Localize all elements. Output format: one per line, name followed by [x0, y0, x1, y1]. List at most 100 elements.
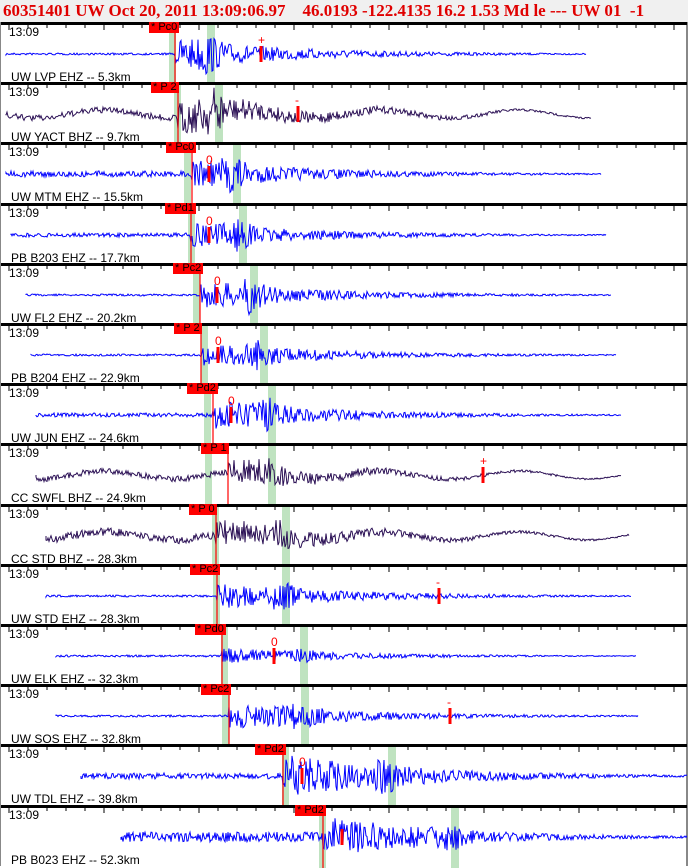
trace-time-label: 13:09 — [9, 687, 40, 702]
phase-window — [204, 386, 211, 447]
waveform-plot[interactable] — [1, 443, 687, 507]
marker-glyph: 0 — [206, 153, 213, 168]
pick-flag[interactable]: * P 0 — [189, 502, 217, 515]
pick-flag[interactable]: * Pc0 — [166, 141, 197, 154]
trace-row[interactable]: 13:09 UW FL2 EHZ -- 20.2km * Pc2 0 — [1, 261, 687, 326]
waveform-plot[interactable] — [1, 805, 687, 868]
pick-flag[interactable]: * P 1 — [201, 442, 229, 455]
station-label: CC SWFL BHZ -- 24.9km — [11, 491, 146, 506]
event-header: 60351401 UW Oct 20, 2011 13:09:06.97 46.… — [0, 0, 688, 22]
trace-time-label: 13:09 — [9, 145, 40, 160]
pick-flag[interactable]: * Pd2 — [255, 743, 286, 756]
pick-flag[interactable]: * Pc0 — [149, 21, 180, 33]
trace-row[interactable]: 13:09 CC SWFL BHZ -- 24.9km * P 1 + — [1, 442, 687, 507]
pick-flag[interactable]: * Pd2 — [295, 803, 326, 816]
trace-row[interactable]: 13:09 PB B204 EHZ -- 22.9km * P 2 0 — [1, 322, 687, 386]
trace-row[interactable]: 13:09 CC STD BHZ -- 28.3km * P 0 — [1, 502, 687, 567]
pick-flag[interactable]: * P 2 — [174, 322, 202, 334]
phase-window — [388, 747, 396, 808]
station-label: UW FL2 EHZ -- 20.2km — [11, 310, 137, 325]
trace-time-label: 13:09 — [9, 326, 40, 340]
trace-time-label: 13:09 — [9, 446, 40, 461]
phase-window — [169, 25, 176, 85]
trace-time-label: 13:09 — [9, 386, 40, 401]
seismic-trace — [45, 581, 631, 610]
waveform-plot[interactable] — [1, 684, 687, 748]
amplitude-marker — [259, 46, 263, 62]
marker-glyph: 0 — [228, 394, 235, 409]
station-label: PB B203 EHZ -- 17.7km — [11, 250, 140, 265]
seismic-trace — [5, 37, 587, 76]
trace-time-label: 13:09 — [9, 85, 40, 100]
seismic-trace — [35, 458, 622, 487]
phase-window — [184, 145, 191, 206]
phase-window — [233, 145, 241, 206]
waveform-plot[interactable] — [1, 383, 687, 447]
amplitude-marker — [437, 587, 441, 604]
marker-glyph: - — [436, 574, 440, 589]
waveform-plot[interactable] — [1, 22, 687, 85]
waveform-plot[interactable] — [1, 744, 687, 808]
seismic-trace — [55, 647, 637, 664]
phase-window — [201, 326, 208, 386]
seismic-trace — [10, 218, 607, 252]
phase-window — [282, 506, 290, 567]
trace-time-label: 13:09 — [9, 25, 40, 39]
pick-flag[interactable]: * Pd0 — [195, 623, 226, 635]
amplitude-marker — [207, 226, 211, 243]
pick-flag[interactable]: * Pc2 — [190, 562, 221, 575]
marker-glyph: 0 — [214, 273, 221, 288]
trace-row[interactable]: 13:09 PB B023 EHZ -- 52.3km * Pd2 — [1, 803, 687, 868]
seismic-trace — [35, 397, 622, 433]
waveform-plot[interactable] — [1, 82, 687, 146]
trace-row[interactable]: 13:09 PB B203 EHZ -- 17.7km * Pd1 0 — [1, 201, 687, 266]
seismic-trace — [120, 817, 687, 852]
waveform-plot[interactable] — [1, 203, 687, 266]
station-label: UW SOS EHZ -- 32.8km — [11, 732, 142, 747]
marker-glyph: 0 — [271, 635, 278, 649]
pick-flag[interactable]: * Pc2 — [201, 683, 232, 696]
marker-glyph: + — [258, 33, 266, 47]
amplitude-marker — [296, 106, 300, 123]
station-label: UW ELK EHZ -- 32.3km — [11, 672, 139, 686]
amplitude-marker — [207, 166, 211, 183]
pick-flag[interactable]: * Pd2 — [187, 382, 218, 395]
waveform-plot[interactable] — [1, 564, 687, 627]
station-label: UW JUN EHZ -- 24.6km — [11, 431, 140, 446]
pick-flag[interactable]: * Pd1 — [165, 201, 196, 214]
station-label: UW MTM EHZ -- 15.5km — [11, 190, 143, 205]
phase-window — [301, 687, 309, 748]
station-label: PB B023 EHZ -- 52.3km — [11, 852, 140, 867]
seismic-trace — [80, 756, 687, 796]
trace-row[interactable]: 13:09 UW MTM EHZ -- 15.5km * Pc0 0 — [1, 141, 687, 206]
trace-row[interactable]: 13:09 UW ELK EHZ -- 32.3km * Pd0 0 — [1, 623, 687, 687]
pick-flag[interactable]: * Pc2 — [173, 261, 204, 274]
station-label: PB B204 EHZ -- 22.9km — [11, 371, 140, 385]
trace-row[interactable]: 13:09 UW SOS EHZ -- 32.8km * Pc2 - — [1, 683, 687, 748]
seismic-trace — [55, 704, 639, 730]
trace-time-label: 13:09 — [9, 747, 40, 762]
marker-glyph: 0 — [215, 334, 222, 348]
trace-time-label: 13:09 — [9, 566, 40, 581]
marker-glyph: 0 — [299, 755, 306, 770]
trace-row[interactable]: 13:09 UW STD EHZ -- 28.3km * Pc2 - — [1, 562, 687, 627]
trace-row[interactable]: 13:09 UW JUN EHZ -- 24.6km * Pd2 0 — [1, 382, 687, 447]
seismic-trace — [5, 158, 602, 195]
amplitude-marker — [340, 828, 344, 845]
phase-window — [250, 265, 258, 326]
trace-time-label: 13:09 — [9, 506, 40, 521]
pick-flag[interactable]: * P 2 — [151, 81, 179, 94]
trace-row[interactable]: 13:09 UW TDL EHZ -- 39.8km * Pd2 0 — [1, 743, 687, 808]
trace-row[interactable]: 13:09 UW YACT BHZ -- 9.7km * P 2 - — [1, 81, 687, 146]
seismogram-panel[interactable]: 13:09 UW LVP EHZ -- 5.3km * Pc0 +13:09 UW YA… — [0, 21, 688, 868]
trace-time-label: 13:09 — [9, 807, 40, 822]
marker-glyph: 0 — [206, 213, 213, 228]
marker-glyph: - — [295, 93, 299, 108]
waveform-plot[interactable] — [1, 142, 687, 206]
amplitude-marker — [272, 648, 276, 664]
amplitude-marker — [481, 467, 485, 484]
phase-window — [268, 446, 276, 507]
waveform-plot[interactable] — [1, 263, 687, 326]
station-label: UW STD EHZ -- 28.3km — [11, 611, 140, 626]
trace-row[interactable]: 13:09 UW LVP EHZ -- 5.3km * Pc0 + — [1, 21, 687, 85]
